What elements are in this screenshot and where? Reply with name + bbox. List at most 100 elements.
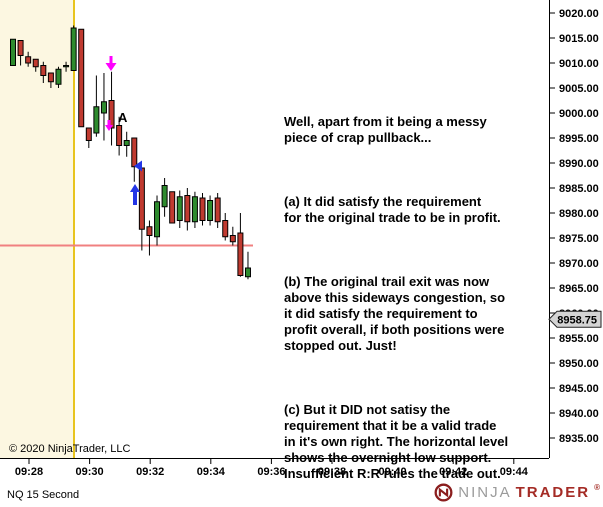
candle [10,38,16,66]
candle [17,40,24,66]
candle [70,25,77,71]
price-axis-label: 9010.00 [559,58,599,70]
logo-text-ninja: NINJA [458,484,512,501]
candle-body [123,140,130,146]
candle [63,61,70,72]
price-axis-label: 8980.00 [559,208,599,220]
candle [100,73,107,141]
candle [244,251,251,280]
price-axis-label: 8990.00 [559,158,599,170]
candle [131,137,138,182]
price-axis-label: 9020.00 [559,8,599,20]
price-axis-label: 8955.00 [559,333,599,345]
price-axis[interactable]: 9020.00 9015.00 9010.00 9005.00 9000.00 8995.… [549,0,599,458]
candles-group [10,25,251,280]
price-axis-label: 9000.00 [559,108,599,120]
candle-body [116,125,123,146]
candle [169,191,176,224]
magenta-down-arrow-small[interactable] [105,120,113,131]
candle [176,190,183,228]
candle-body [63,65,70,68]
time-axis-label: 09:32 [136,466,164,478]
price-axis-label: 8940.00 [559,408,599,420]
time-axis-label: 09:30 [76,466,104,478]
price-axis-label: 8970.00 [559,258,599,270]
candle [154,195,161,246]
candle [237,213,244,277]
instrument-label: NQ 15 Second [7,489,80,501]
blue-up-arrow[interactable] [130,184,140,205]
candle [25,51,32,67]
time-axis-label: 09:34 [197,466,226,478]
candle [40,61,47,83]
time-axis-label: 09:42 [439,466,467,478]
ninjatrader-swirl-icon [434,483,453,502]
candle-body [10,38,16,66]
label-A[interactable]: A [118,110,128,125]
time-axis-label: 09:44 [500,466,529,478]
price-marker-tag [548,310,602,328]
last-price-marker: 8958.75 [548,310,602,328]
candle [207,195,214,226]
price-axis-label: 8945.00 [559,383,599,395]
time-axis-label: 09:38 [318,466,346,478]
price-axis-label: 8975.00 [559,233,599,245]
premarket-session-region [0,0,74,458]
candle-body [176,196,183,221]
price-axis-label: 8995.00 [559,133,599,145]
candle-body [191,196,198,223]
candle-body [40,65,47,76]
price-axis-label: 8950.00 [559,358,599,370]
time-axis-label: 09:36 [257,466,285,478]
blue-left-arrow[interactable] [134,160,142,172]
price-axis-label: 8965.00 [559,283,599,295]
candle-body [237,232,244,276]
copyright-text: © 2020 NinjaTrader, LLC [9,443,131,455]
candle [93,75,100,137]
candle-body [32,58,39,68]
candle [184,188,191,231]
price-axis-label: 8935.00 [559,433,599,445]
candle [78,28,85,128]
candle [138,167,145,251]
candle-body [161,185,168,208]
candle-body [55,68,62,85]
annotation-paragraph: (b) The original trail exit was now abov… [284,274,506,353]
candle [199,193,206,226]
candle-body [47,72,54,83]
candle-body [78,28,85,128]
candle [55,66,62,88]
candle-body [100,101,107,114]
candle-body [108,100,115,129]
candle-body [207,200,214,221]
candle [214,193,221,228]
candle [123,131,130,157]
magenta-down-arrow-large[interactable] [105,56,117,71]
candle-body [184,195,191,223]
candle [191,191,198,228]
candle [47,72,54,88]
annotation-text-block[interactable]: Well, apart from it being a messy piece … [284,82,508,507]
candle-body [138,167,145,230]
candle-body [93,106,100,134]
candle-body [199,197,206,221]
candle [116,116,123,156]
candle-body [85,127,92,141]
candle-body [222,220,229,238]
annotation-paragraph: (a) It did satisfy the requirement for t… [284,194,501,225]
price-axis-label: 9015.00 [559,33,599,45]
candle-body [214,197,221,223]
candle [32,58,39,72]
candle-body [154,201,161,238]
candle [229,226,236,246]
logo-text-trader: TRADER [515,484,591,501]
ninjatrader-logo: NINJA TRADER ® [433,482,600,503]
logo-registered-mark: ® [594,483,600,492]
candle-body [131,137,138,168]
time-axis[interactable]: 09:28 09:30 09:32 09:34 09:36 09:38 09:40 09:42… [0,458,549,478]
candle [222,213,229,241]
price-axis-label: 9005.00 [559,83,599,95]
candle [108,71,115,146]
